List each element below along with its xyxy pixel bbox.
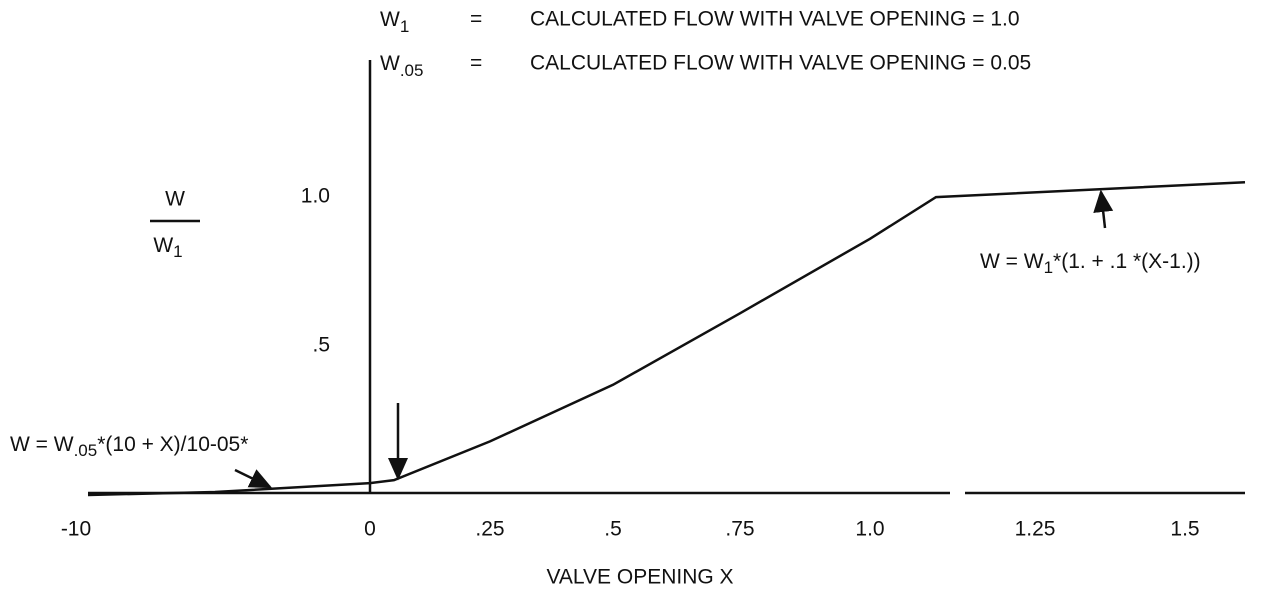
x-tick-label: 1.5: [1170, 518, 1199, 541]
definition-symbol: W1: [380, 8, 409, 37]
y-tick-label: 1.0: [301, 185, 330, 208]
annotation: W = W1*(1. + .1 *(X-1.)): [980, 250, 1201, 278]
definition-eq: =: [470, 52, 482, 75]
definition-text: CALCULATED FLOW WITH VALVE OPENING = 0.0…: [530, 52, 1031, 75]
definition-text: CALCULATED FLOW WITH VALVE OPENING = 1.0: [530, 8, 1020, 31]
definition-symbol: W.05: [380, 52, 423, 81]
y-label-bottom: W1: [153, 234, 182, 262]
x-tick-label: .75: [725, 518, 754, 541]
definition-eq: =: [470, 8, 482, 31]
y-label-top: W: [165, 188, 185, 211]
x-tick-label: 0: [364, 518, 376, 541]
x-tick-label: 1.0: [855, 518, 884, 541]
x-tick-label: .5: [604, 518, 622, 541]
y-label: W W1: [153, 188, 185, 262]
arrow: [1093, 189, 1114, 229]
x-tick-label: 1.25: [1015, 518, 1056, 541]
x-tick-label: .25: [475, 518, 504, 541]
data-line: [87, 180, 1246, 497]
x-tick-label: -10: [61, 518, 91, 541]
x-label: VALVE OPENING X: [546, 566, 733, 589]
annotation: W = W.05*(10 + X)/10-05*: [10, 433, 248, 461]
arrow: [234, 468, 273, 489]
y-tick-label: .5: [312, 334, 330, 357]
